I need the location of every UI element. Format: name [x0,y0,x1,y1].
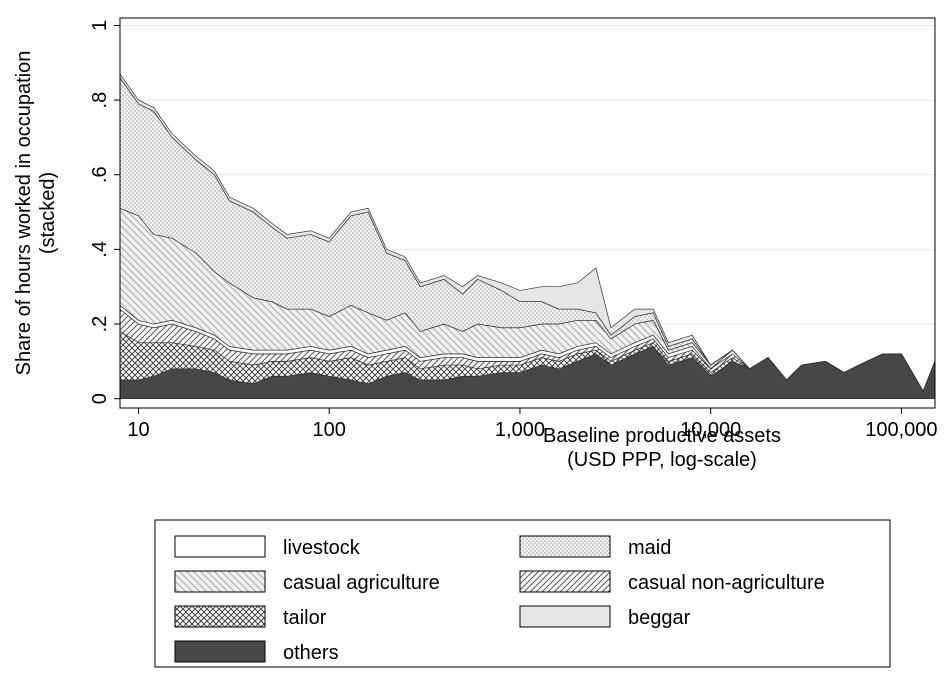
legend-swatch [519,570,611,593]
y-title: (stacked) [37,172,59,254]
y-tick-label: .4 [89,241,111,258]
x-tick-label: 10 [127,419,149,441]
legend-swatch [174,535,266,558]
legend-swatch [174,570,266,593]
legend-label: others [283,642,339,664]
y-tick-label: .6 [89,166,111,183]
legend-label: livestock [283,537,361,559]
area [119,72,936,393]
x-tick-label: 1,000 [495,419,545,441]
y-tick-label: .8 [89,92,111,109]
y-tick-label: 0 [89,393,111,404]
x-tick-label: 100,000 [865,419,937,441]
legend-swatch [519,535,611,558]
y-title: Share of hours worked in occupation [13,51,35,376]
x-title: Baseline productive assets [543,425,781,447]
legend-swatch [519,605,611,628]
legend-label: beggar [628,607,691,629]
legend-swatch [174,640,266,663]
legend-label: casual agriculture [283,572,440,594]
x-title: (USD PPP, log-scale) [567,449,757,471]
y-tick-label: .2 [89,316,111,333]
legend-label: maid [628,537,671,559]
y-tick-label: 1 [89,20,111,31]
plot-frame [119,17,936,409]
legend-swatch [174,605,266,628]
x-tick-label: 10,000 [680,419,741,441]
x-tick-label: 100 [313,419,346,441]
legend-label: casual non-agriculture [628,572,825,594]
legend-label: tailor [283,607,327,629]
